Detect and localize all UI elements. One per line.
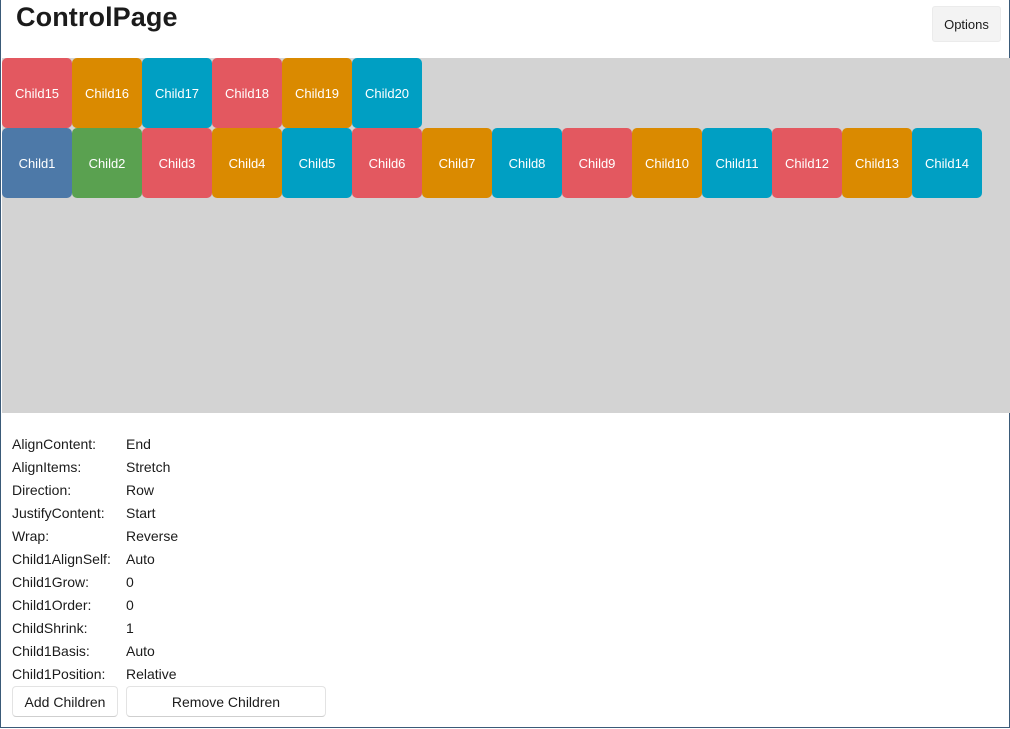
property-row: Child1Order: 0	[12, 593, 246, 616]
flex-child-child4[interactable]: Child4	[212, 128, 282, 198]
property-value: Start	[126, 504, 156, 521]
property-label: Child1Order:	[12, 596, 92, 613]
property-label: Direction:	[12, 481, 72, 498]
property-row: ChildShrink: 1	[12, 616, 246, 639]
flex-row-wrapped: Child15 Child16 Child17 Child18 Child19 Child…	[2, 58, 422, 128]
property-value: 1	[126, 619, 134, 636]
flex-child-child17[interactable]: Child17	[142, 58, 212, 128]
property-label: Child1AlignSelf:	[12, 550, 111, 567]
property-value: Row	[126, 481, 155, 498]
property-row: Child1Grow: 0	[12, 570, 246, 593]
remove-children-button[interactable]: Remove Children	[126, 686, 326, 717]
property-row: Child1AlignSelf: Auto	[12, 547, 246, 570]
flex-child-child12[interactable]: Child12	[772, 128, 842, 198]
flex-child-child9[interactable]: Child9	[562, 128, 632, 198]
property-list: AlignContent: End AlignItems: Stretch Direct…	[12, 432, 246, 685]
flex-child-child14[interactable]: Child14	[912, 128, 982, 198]
property-label: AlignItems:	[12, 458, 82, 475]
property-value: 0	[126, 573, 134, 590]
flex-child-child16[interactable]: Child16	[72, 58, 142, 128]
add-children-button[interactable]: Add Children	[12, 686, 118, 717]
flex-child-child6[interactable]: Child6	[352, 128, 422, 198]
flex-row-first: Child1 Child2 Child3 Child4 Child5 Child6 Chil…	[2, 128, 982, 198]
page-title: ControlPage	[16, 2, 178, 32]
flex-child-child15[interactable]: Child15	[2, 58, 72, 128]
property-label: Child1Grow:	[12, 573, 90, 590]
flex-child-child8[interactable]: Child8	[492, 128, 562, 198]
flex-layout-container: Child15 Child16 Child17 Child18 Child19 Child…	[2, 58, 1010, 413]
flex-child-child10[interactable]: Child10	[632, 128, 702, 198]
flex-child-child18[interactable]: Child18	[212, 58, 282, 128]
property-row: Direction: Row	[12, 478, 246, 501]
property-value: Relative	[126, 665, 177, 682]
property-label: Child1Basis:	[12, 642, 90, 659]
property-value: Auto	[126, 642, 155, 659]
property-row: Child1Basis: Auto	[12, 639, 246, 662]
property-label: Child1Position:	[12, 665, 106, 682]
property-value: Auto	[126, 550, 155, 567]
property-value: 0	[126, 596, 134, 613]
property-label: ChildShrink:	[12, 619, 88, 636]
flex-child-child7[interactable]: Child7	[422, 128, 492, 198]
property-value: Stretch	[126, 458, 171, 475]
property-label: JustifyContent:	[12, 504, 105, 521]
flex-child-child2[interactable]: Child2	[72, 128, 142, 198]
property-row: Child1Position: Relative	[12, 662, 246, 685]
flex-child-child3[interactable]: Child3	[142, 128, 212, 198]
property-row: AlignContent: End	[12, 432, 246, 455]
flex-child-child20[interactable]: Child20	[352, 58, 422, 128]
flex-child-child1[interactable]: Child1	[2, 128, 72, 198]
property-row: Wrap: Reverse	[12, 524, 246, 547]
property-row: JustifyContent: Start	[12, 501, 246, 524]
property-label: AlignContent:	[12, 435, 97, 452]
flex-child-child5[interactable]: Child5	[282, 128, 352, 198]
property-row: AlignItems: Stretch	[12, 455, 246, 478]
flex-child-child13[interactable]: Child13	[842, 128, 912, 198]
property-value: End	[126, 435, 151, 452]
property-value: Reverse	[126, 527, 179, 544]
options-button[interactable]: Options	[932, 6, 1001, 42]
property-label: Wrap:	[12, 527, 50, 544]
flex-child-child11[interactable]: Child11	[702, 128, 772, 198]
flex-child-child19[interactable]: Child19	[282, 58, 352, 128]
